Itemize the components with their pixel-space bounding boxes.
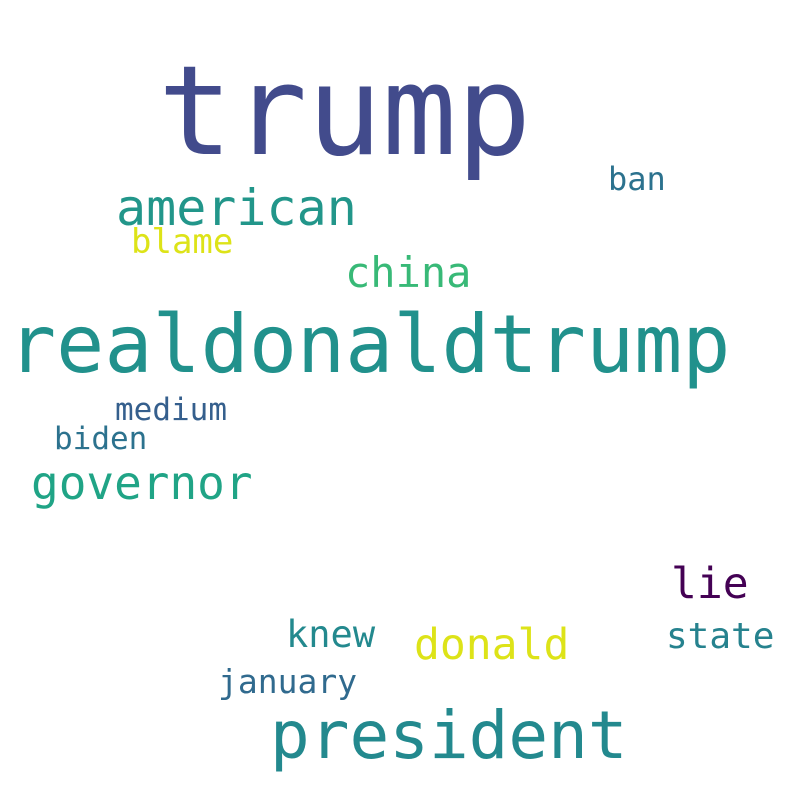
word-governor: governor [31,456,253,510]
word-knew: knew [286,613,376,656]
word-medium: medium [115,392,227,428]
word-american: american [116,179,357,237]
word-ban: ban [608,160,666,198]
word-donald: donald [414,620,570,670]
word-biden: biden [54,421,148,457]
word-january: january [218,662,358,701]
word-state: state [666,616,775,657]
word-president: president [270,697,628,774]
word-lie: lie [671,559,749,609]
word-realdonaldtrump: realdonaldtrump [8,298,731,391]
word-blame: blame [131,222,234,262]
word-china: china [345,248,472,297]
word-trump: trump [158,40,532,184]
